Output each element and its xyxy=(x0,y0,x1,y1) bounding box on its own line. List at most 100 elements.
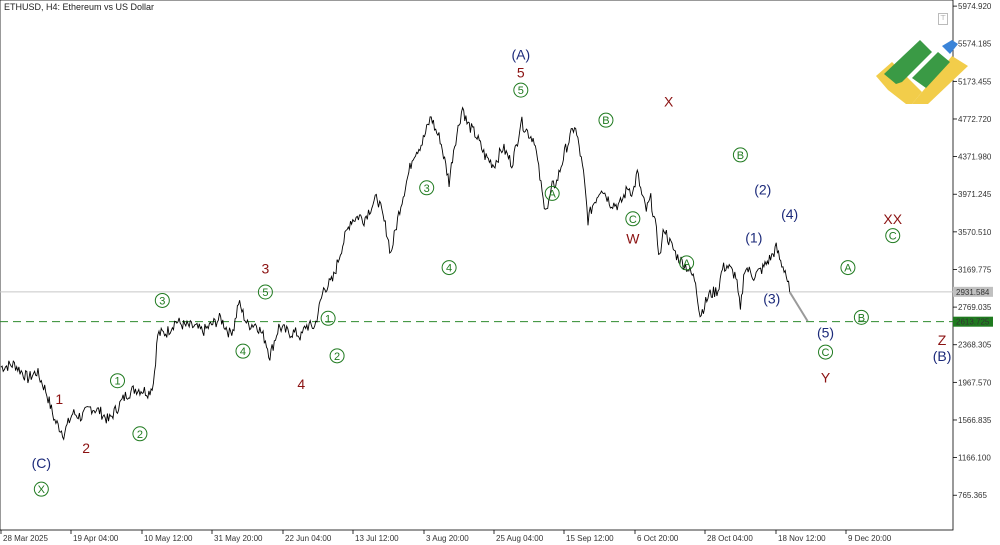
wave-label: 5 xyxy=(517,64,525,80)
wave-label: (B) xyxy=(933,348,952,364)
x-tick-label: 15 Sep 12:00 xyxy=(566,534,614,543)
wave-circle xyxy=(329,348,345,364)
x-tick-label: 31 May 20:00 xyxy=(214,534,263,543)
y-tick-label: 4772.720 xyxy=(958,115,992,124)
wave-label: Y xyxy=(821,369,831,385)
y-tick-label: 2769.035 xyxy=(958,303,992,312)
chart-title: ETHUSD, H4: Ethereum vs US Dollar xyxy=(4,2,155,12)
wave-circle xyxy=(110,373,126,389)
wave-label: 4 xyxy=(240,346,246,358)
wave-label: 2 xyxy=(137,429,143,441)
wave-label: (4) xyxy=(781,206,798,222)
wave-label: C xyxy=(629,214,637,226)
wave-label: A xyxy=(549,188,557,200)
wave-circle xyxy=(840,260,856,276)
wave-circle xyxy=(419,180,435,196)
wave-circle xyxy=(625,211,641,227)
wave-label: B xyxy=(602,115,609,127)
wave-label: B xyxy=(737,150,744,162)
y-tick-label: 3971.245 xyxy=(958,190,992,199)
wave-label: X xyxy=(664,93,674,109)
y-tick-label: 4371.980 xyxy=(958,153,992,162)
wave-label: (2) xyxy=(754,182,771,198)
x-tick-label: 10 May 12:00 xyxy=(144,534,193,543)
y-tick-label: 2368.305 xyxy=(958,341,992,350)
x-tick-label: 25 Aug 04:00 xyxy=(496,534,544,543)
wave-label: C xyxy=(822,347,830,359)
support-level-label: 2613.725 xyxy=(956,318,990,327)
wave-label: (5) xyxy=(817,324,834,340)
brand-logo xyxy=(876,40,968,104)
price-levels: 2931.584 2613.725 xyxy=(0,286,993,327)
x-tick-label: 18 Nov 12:00 xyxy=(778,534,826,543)
wave-circle xyxy=(320,310,336,326)
price-series xyxy=(0,106,809,441)
wave-label: (3) xyxy=(763,291,780,307)
wave-label: XX xyxy=(883,211,902,227)
wave-circle xyxy=(235,343,251,359)
wave-circle xyxy=(441,260,457,276)
wave-circle xyxy=(544,185,560,201)
x-tick-label: 28 Oct 04:00 xyxy=(707,534,753,543)
wave-circle xyxy=(679,255,695,271)
wave-label: (C) xyxy=(32,455,51,471)
wave-label: 5 xyxy=(518,85,524,97)
y-tick-label: 765.365 xyxy=(958,491,987,500)
chart-shift-icon[interactable]: ⊤ xyxy=(938,13,948,25)
wave-labels: 12(C)X1234534123455(A)ABCWXAB(2)(1)(4)(3… xyxy=(32,46,952,497)
wave-label: 4 xyxy=(446,263,452,275)
wave-label: 5 xyxy=(262,287,268,299)
y-tick-label: 1566.835 xyxy=(958,416,992,425)
y-tick-label: 1967.570 xyxy=(958,378,992,387)
y-tick-label: 5173.455 xyxy=(958,77,992,86)
x-tick-label: 9 Dec 20:00 xyxy=(848,534,892,543)
wave-label: B xyxy=(858,312,865,324)
x-tick-label: 6 Oct 20:00 xyxy=(637,534,679,543)
wave-label: (A) xyxy=(511,46,530,62)
x-tick-label: 3 Aug 20:00 xyxy=(426,534,469,543)
wave-label: (1) xyxy=(745,230,762,246)
wave-label: 3 xyxy=(159,295,165,307)
wave-label: C xyxy=(889,231,897,243)
x-tick-label: 22 Jun 04:00 xyxy=(285,534,332,543)
plot-area xyxy=(0,0,954,531)
wave-label: 1 xyxy=(55,391,63,407)
wave-circle xyxy=(885,228,901,244)
wave-label: Z xyxy=(938,332,947,348)
current-price-badge xyxy=(953,286,993,297)
support-level-badge xyxy=(953,316,993,327)
wave-circle xyxy=(732,147,748,163)
y-tick-label: 1166.100 xyxy=(958,454,991,463)
wave-label: W xyxy=(626,230,640,246)
y-tick-label: 5574.185 xyxy=(958,40,992,49)
wave-label: 1 xyxy=(114,376,120,388)
wave-circle xyxy=(853,309,869,325)
wave-circle xyxy=(818,344,834,360)
wave-circle xyxy=(132,426,148,442)
x-tick-label: 19 Apr 04:00 xyxy=(73,534,119,543)
wave-label: 1 xyxy=(325,313,331,325)
wave-label: 2 xyxy=(82,440,90,456)
current-price-label: 2931.584 xyxy=(956,288,990,297)
wave-label: 3 xyxy=(424,183,430,195)
wave-label: X xyxy=(38,484,46,496)
wave-circle xyxy=(154,292,170,308)
wave-label: A xyxy=(683,258,691,270)
price-line xyxy=(0,106,791,441)
x-tick-label: 13 Jul 12:00 xyxy=(355,534,399,543)
wave-circle xyxy=(33,481,49,497)
projection-line xyxy=(788,291,809,322)
y-tick-label: 5974.920 xyxy=(958,2,992,11)
wave-label: 4 xyxy=(297,376,305,392)
wave-circle xyxy=(257,284,273,300)
wave-label: 2 xyxy=(334,351,340,363)
wave-label: A xyxy=(844,263,852,275)
x-tick-label: 28 Mar 2025 xyxy=(3,534,48,543)
wave-circle xyxy=(598,112,614,128)
y-tick-label: 3570.510 xyxy=(958,228,992,237)
y-tick-label: 3169.775 xyxy=(958,265,992,274)
wave-label: 3 xyxy=(261,261,269,277)
wave-circle xyxy=(513,82,529,98)
